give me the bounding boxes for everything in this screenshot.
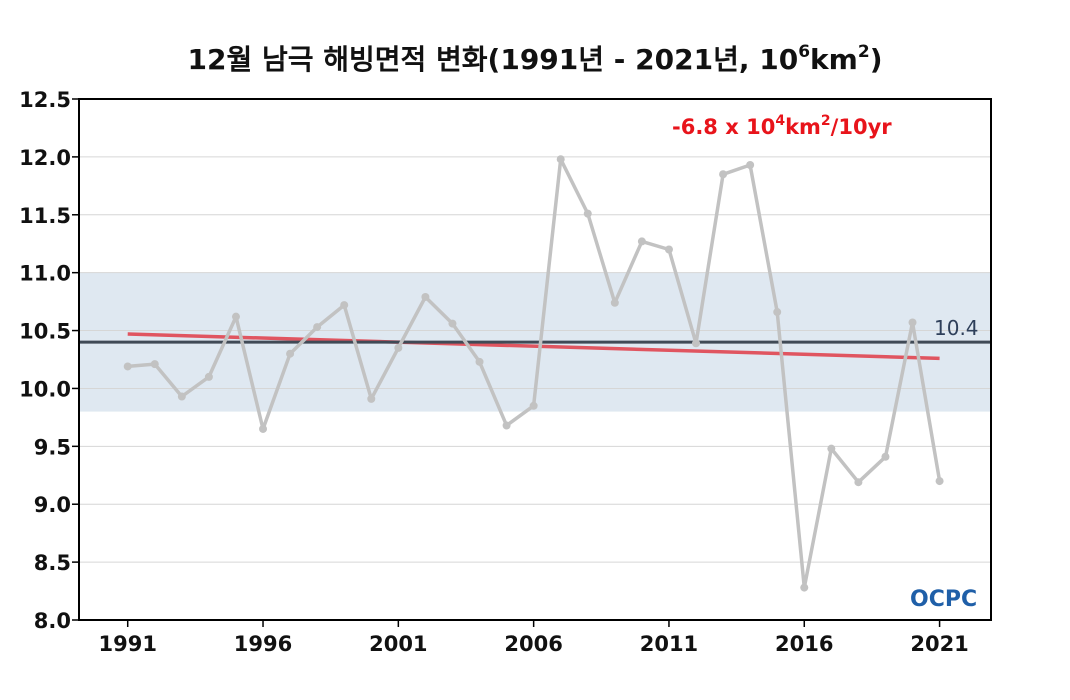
x-tick-label-1991: 1991 (98, 632, 156, 656)
data-point-1998 (313, 323, 322, 332)
data-point-2005 (502, 421, 511, 430)
data-point-2013 (719, 170, 728, 179)
data-point-2021 (935, 477, 944, 486)
data-point-2004 (475, 357, 484, 366)
title-exponent-2: 2 (857, 41, 870, 62)
y-tick-label-11.0: 11.0 (19, 262, 71, 286)
title-suffix: ) (869, 43, 883, 76)
data-point-2020 (908, 318, 917, 327)
data-point-2007 (556, 155, 565, 164)
x-tick-label-2011: 2011 (640, 632, 698, 656)
trend-line (127, 332, 940, 361)
y-tick-label-9.0: 9.0 (34, 493, 71, 517)
data-point-1999 (340, 301, 349, 310)
title-unit: km (810, 43, 858, 76)
x-tick-label-2006: 2006 (504, 632, 562, 656)
title-exponent-1: 6 (798, 41, 811, 62)
data-point-2001 (394, 343, 403, 352)
data-point-2016 (800, 583, 809, 592)
data-point-1997 (286, 349, 295, 358)
y-tick-label-12.5: 12.5 (19, 88, 71, 112)
data-point-2003 (448, 319, 457, 328)
y-tick-label-11.5: 11.5 (19, 204, 71, 228)
data-point-2000 (367, 394, 376, 403)
ocpc-logo: OCPC (910, 587, 977, 612)
y-tick-label-8.5: 8.5 (34, 551, 71, 575)
data-point-1996 (259, 424, 268, 433)
y-tick-label-12.0: 12.0 (19, 146, 71, 170)
y-tick-label-9.5: 9.5 (34, 435, 71, 459)
mean-label: 10.4 (934, 316, 979, 340)
title-prefix: 12월 남극 해빙면적 변화(1991년 - 2021년, 10 (187, 43, 799, 76)
trend-label: -6.8 x 104km2/10yr (672, 113, 892, 139)
x-tick-label-2016: 2016 (775, 632, 833, 656)
data-point-1991 (123, 362, 132, 371)
data-point-2008 (583, 209, 592, 218)
data-point-1995 (231, 312, 240, 321)
x-tick-label-2001: 2001 (369, 632, 427, 656)
data-point-2011 (664, 245, 673, 254)
data-point-2002 (421, 292, 430, 301)
data-point-2014 (746, 160, 755, 169)
y-tick-label-10.5: 10.5 (19, 320, 71, 344)
x-tick-label-1996: 1996 (234, 632, 292, 656)
data-point-1992 (150, 360, 159, 369)
data-point-2017 (827, 444, 836, 453)
data-point-2018 (854, 478, 863, 487)
data-point-2006 (529, 401, 538, 410)
data-point-2009 (610, 298, 619, 307)
y-tick-label-10.0: 10.0 (19, 377, 71, 401)
y-tick-label-8.0: 8.0 (34, 609, 71, 633)
data-point-2012 (692, 339, 701, 348)
data-point-1993 (177, 392, 186, 401)
x-tick-label-2021: 2021 (910, 632, 968, 656)
data-point-1994 (204, 372, 213, 381)
chart-title: 12월 남극 해빙면적 변화(1991년 - 2021년, 106km2) (0, 38, 1070, 78)
data-point-2010 (637, 237, 646, 246)
data-point-2019 (881, 452, 890, 461)
plot-frame (78, 98, 992, 621)
data-point-2015 (773, 308, 782, 317)
logo-text: OCPC (910, 587, 977, 612)
